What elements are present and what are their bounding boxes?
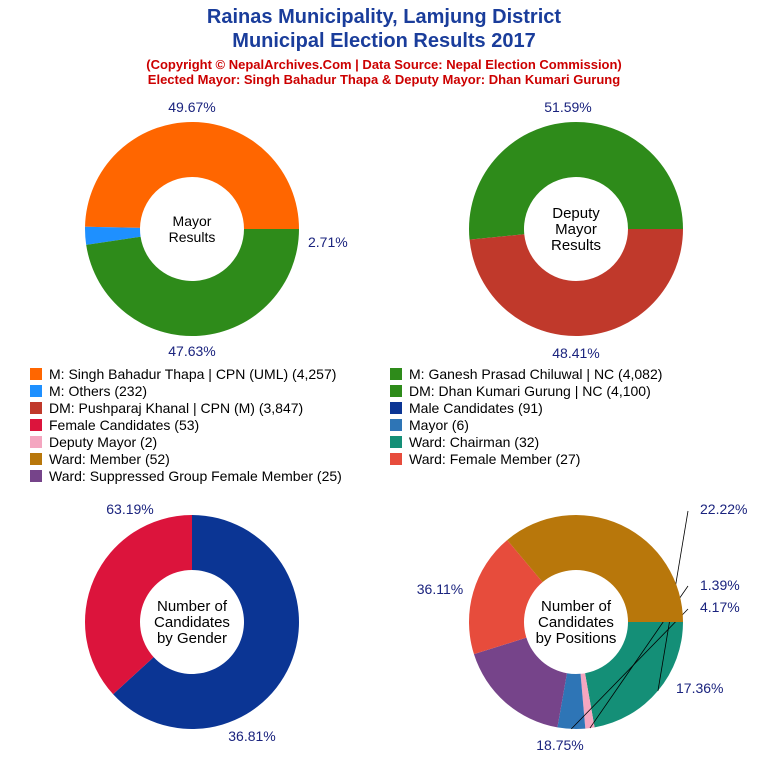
- donut-chart: 49.67% 2.71% 47.63% Mayor Results: [85, 99, 348, 359]
- legend-swatch: [30, 452, 42, 465]
- donut-slice: [113, 515, 300, 729]
- slice-percent-label: 1.39%: [700, 577, 740, 593]
- legend-label: Mayor (6): [409, 416, 469, 433]
- center-label-line: Candidates: [154, 614, 230, 631]
- donut-slice: [86, 229, 299, 336]
- legend-swatch: [30, 418, 42, 431]
- legend-label: Ward: Female Member (27): [409, 450, 581, 467]
- leader-line: [571, 608, 689, 730]
- center-label-line: by Gender: [157, 630, 227, 647]
- legend-item: Male Candidates (91): [390, 399, 543, 416]
- slice-percent-label: 63.19%: [106, 501, 153, 517]
- legend-label: DM: Pushparaj Khanal | CPN (M) (3,847): [49, 399, 304, 416]
- legend-item: DM: Pushparaj Khanal | CPN (M) (3,847): [30, 399, 303, 416]
- legend-swatch: [390, 452, 402, 465]
- center-label-line: by Positions: [536, 630, 617, 647]
- donut-chart: 63.19% 36.81% Number of Candidates by Gender: [85, 501, 300, 744]
- legend-label: M: Ganesh Prasad Chiluwal | NC (4,082): [409, 365, 663, 382]
- donut-slice: [469, 229, 683, 336]
- legend-label: DM: Dhan Kumari Gurung | NC (4,100): [409, 382, 651, 399]
- legend-swatch: [390, 384, 402, 397]
- legend-label: Deputy Mayor (2): [49, 433, 158, 450]
- chart-title: Rainas Municipality, Lamjung District: [206, 6, 562, 28]
- slice-percent-label: 36.11%: [417, 581, 463, 597]
- donut-center-label: Number of Candidates by Gender: [154, 598, 230, 647]
- slice-percent-label: 49.67%: [168, 99, 215, 115]
- legend-item: Deputy Mayor (2): [30, 433, 157, 450]
- legend-item: DM: Dhan Kumari Gurung | NC (4,100): [390, 382, 651, 399]
- donut-slice: [557, 673, 586, 729]
- slice-percent-label: 22.22%: [700, 501, 747, 517]
- legend-item: Ward: Female Member (27): [390, 450, 580, 467]
- legend-label: Ward: Suppressed Group Female Member (25…: [49, 467, 342, 484]
- legend-label: Ward: Chairman (32): [409, 433, 540, 450]
- legend-swatch: [390, 401, 402, 414]
- legend-swatch: [390, 367, 402, 380]
- donut-center-label: Number of Candidates by Positions: [536, 598, 617, 647]
- center-label-line: Mayor: [173, 213, 212, 229]
- center-label-line: Results: [551, 237, 601, 254]
- legend-swatch: [30, 435, 42, 448]
- center-label-line: Number of: [541, 598, 612, 615]
- slice-percent-label: 17.36%: [676, 680, 723, 696]
- legend-item: Ward: Member (52): [30, 450, 170, 467]
- donut-slice: [85, 226, 141, 245]
- legend-label: Ward: Member (52): [49, 450, 170, 467]
- legend-item: Mayor (6): [390, 416, 469, 433]
- donut-slice: [85, 515, 192, 695]
- slice-percent-label: 2.71%: [308, 234, 348, 250]
- slice-percent-label: 36.81%: [228, 728, 275, 744]
- chart-title-line2: Municipal Election Results 2017: [232, 30, 536, 52]
- legend-swatch: [30, 401, 42, 414]
- legend-item: M: Singh Bahadur Thapa | CPN (UML) (4,25…: [30, 365, 336, 382]
- legend-item: M: Ganesh Prasad Chiluwal | NC (4,082): [390, 365, 662, 382]
- donut-slice: [580, 673, 595, 729]
- legend-label: M: Others (232): [49, 382, 148, 399]
- center-label-line: Number of: [157, 598, 228, 615]
- legend-label: Male Candidates (91): [409, 399, 543, 416]
- center-label-line: Deputy: [552, 205, 600, 222]
- slice-percent-label: 18.75%: [536, 737, 583, 753]
- legend-item: Ward: Suppressed Group Female Member (25…: [30, 467, 342, 484]
- donut-slice: [85, 122, 300, 229]
- donut-slice: [468, 121, 683, 240]
- donut-slice: [469, 540, 543, 655]
- donut-chart: 51.59% 48.41% Deputy Mayor Results: [468, 99, 683, 361]
- legend-swatch: [30, 384, 42, 397]
- legend-item: Ward: Chairman (32): [390, 433, 539, 450]
- legend-item: Female Candidates (53): [30, 416, 199, 433]
- chart-subtitle-source: (Copyright © NepalArchives.Com | Data So…: [146, 57, 622, 72]
- donut-center-label: Deputy Mayor Results: [551, 205, 601, 254]
- legend-label: Female Candidates (53): [49, 416, 200, 433]
- legend-item: M: Others (232): [30, 382, 147, 399]
- chart-subtitle-elected: Elected Mayor: Singh Bahadur Thapa & Dep…: [147, 72, 621, 87]
- legend-label: M: Singh Bahadur Thapa | CPN (UML) (4,25…: [49, 365, 337, 382]
- donut-slice: [585, 622, 683, 728]
- center-label-line: Mayor: [555, 221, 597, 238]
- slice-percent-label: 51.59%: [544, 99, 591, 115]
- donut-slice: [507, 515, 683, 622]
- slice-percent-label: 48.41%: [552, 345, 599, 361]
- legend-swatch: [390, 435, 402, 448]
- legend-swatch: [30, 367, 42, 380]
- legend-swatch: [30, 469, 42, 482]
- center-label-line: Candidates: [538, 614, 614, 631]
- donut-center-label: Mayor Results: [169, 213, 216, 245]
- donut-slice: [473, 637, 567, 728]
- slice-percent-label: 47.63%: [168, 343, 215, 359]
- center-label-line: Results: [169, 229, 216, 245]
- donut-chart: 22.22% 1.39% 4.17% 17.36% 18.75% 36.11% Number…: [417, 501, 748, 753]
- legend-swatch: [390, 418, 402, 431]
- slice-percent-label: 4.17%: [700, 599, 740, 615]
